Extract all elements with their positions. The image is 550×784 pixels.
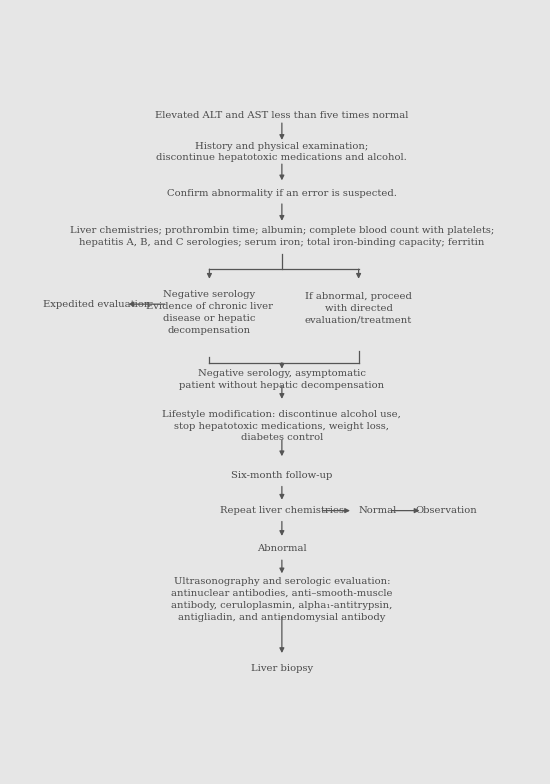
Text: Elevated ALT and AST less than five times normal: Elevated ALT and AST less than five time… xyxy=(155,111,409,120)
Text: Confirm abnormality if an error is suspected.: Confirm abnormality if an error is suspe… xyxy=(167,189,397,198)
Text: Observation: Observation xyxy=(415,506,477,515)
Text: Ultrasonography and serologic evaluation:
antinuclear antibodies, anti–smooth-mu: Ultrasonography and serologic evaluation… xyxy=(171,577,393,622)
Text: Liver chemistries; prothrombin time; albumin; complete blood count with platelet: Liver chemistries; prothrombin time; alb… xyxy=(70,226,494,247)
Text: If abnormal, proceed
with directed
evaluation/treatment: If abnormal, proceed with directed evalu… xyxy=(305,292,412,325)
Text: Negative serology
Evidence of chronic liver
disease or hepatic
decompensation: Negative serology Evidence of chronic li… xyxy=(146,290,273,335)
Text: Negative serology, asymptomatic
patient without hepatic decompensation: Negative serology, asymptomatic patient … xyxy=(179,369,384,390)
Text: History and physical examination;
discontinue hepatotoxic medications and alcoho: History and physical examination; discon… xyxy=(157,142,407,162)
Text: Six-month follow-up: Six-month follow-up xyxy=(231,471,333,480)
Text: Liver biopsy: Liver biopsy xyxy=(251,664,313,673)
Text: Abnormal: Abnormal xyxy=(257,543,307,553)
Text: Lifestyle modification: discontinue alcohol use,
stop hepatotoxic medications, w: Lifestyle modification: discontinue alco… xyxy=(162,410,402,442)
Text: Normal: Normal xyxy=(359,506,397,515)
Text: Expedited evaluation: Expedited evaluation xyxy=(43,299,150,309)
Text: Repeat liver chemistries: Repeat liver chemistries xyxy=(220,506,344,515)
